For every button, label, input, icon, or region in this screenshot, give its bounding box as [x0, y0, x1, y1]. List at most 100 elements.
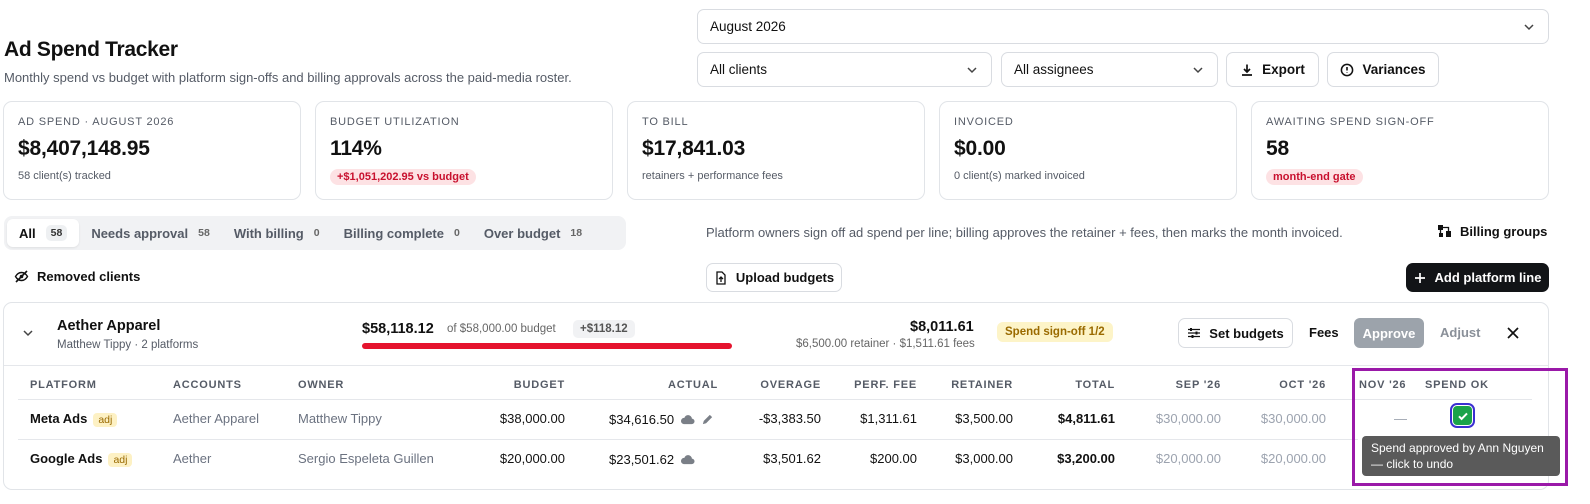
adjust-button[interactable]: Adjust: [1440, 325, 1481, 340]
sep-forecast-cell[interactable]: $20,000.00: [1155, 451, 1221, 466]
accounts-cell: Aether Apparel: [173, 411, 260, 426]
set-budgets-label: Set budgets: [1209, 325, 1284, 341]
budget-cell: $20,000.00: [499, 451, 565, 466]
eye-off-icon: [14, 270, 29, 283]
actual-value: $34,616.50: [609, 412, 675, 427]
client-budget-text: of $58,000.00 budget: [447, 323, 556, 335]
budget-cell: $38,000.00: [499, 411, 565, 426]
variances-button-label: Variances: [1362, 62, 1426, 77]
row-divider: [18, 439, 1358, 440]
download-icon: [1242, 64, 1253, 76]
removed-clients-button[interactable]: Removed clients: [14, 269, 140, 284]
client-filter-select[interactable]: All clients: [697, 52, 992, 87]
kpi-label: INVOICED: [954, 116, 1014, 128]
budget-progress-bar: [362, 343, 732, 349]
column-header: RETAINER: [951, 379, 1013, 391]
variances-button[interactable]: Variances: [1327, 52, 1439, 87]
kpi-label: AWAITING SPEND SIGN-OFF: [1266, 116, 1435, 128]
fees-button[interactable]: Fees: [1309, 325, 1339, 340]
page-title: Ad Spend Tracker: [4, 38, 178, 61]
adjusted-tag: adj: [93, 413, 118, 427]
kpi-sub: retainers + performance fees: [642, 170, 783, 182]
tab-label: Over budget: [483, 225, 561, 241]
tab-all[interactable]: All 58: [7, 219, 80, 247]
kpi-label: TO BILL: [642, 116, 689, 128]
page-subtitle: Monthly spend vs budget with platform si…: [4, 70, 572, 85]
kpi-card-invoiced: INVOICED $0.00 0 client(s) marked invoic…: [939, 101, 1237, 200]
tab-with-billing[interactable]: With billing 0: [222, 219, 332, 247]
table-row[interactable]: Meta Ads adj: [30, 411, 118, 427]
kpi-card-budget-utilization: BUDGET UTILIZATION 114% +$1,051,202.95 v…: [315, 101, 613, 200]
kpi-value: $0.00: [954, 137, 1006, 160]
removed-clients-label: Removed clients: [37, 269, 141, 284]
tab-count: 0: [313, 227, 320, 239]
actual-value: $23,501.62: [609, 452, 675, 467]
client-name[interactable]: Aether Apparel: [57, 318, 161, 334]
actual-cell: $23,501.62: [609, 452, 695, 467]
assignee-filter-value: All assignees: [1014, 62, 1094, 77]
kpi-card-ad-spend: AD SPEND · AUGUST 2026 $8,407,148.95 58 …: [3, 101, 301, 200]
add-platform-line-button[interactable]: Add platform line: [1406, 263, 1549, 292]
tab-count: 18: [570, 227, 583, 239]
client-to-bill: $8,011.61: [910, 319, 974, 335]
chevron-down-icon[interactable]: [22, 327, 34, 339]
client-filter-value: All clients: [710, 62, 768, 77]
check-icon: [1457, 412, 1468, 420]
month-select[interactable]: August 2026: [697, 9, 1549, 44]
column-header: ACCOUNTS: [173, 379, 242, 391]
approve-button[interactable]: Approve: [1354, 318, 1424, 348]
export-button[interactable]: Export: [1226, 52, 1319, 87]
over-budget-badge: +$1,051,202.95 vs budget: [330, 169, 476, 185]
kpi-label: BUDGET UTILIZATION: [330, 116, 460, 128]
retainer-cell: $3,500.00: [955, 411, 1013, 426]
close-icon[interactable]: [1506, 326, 1520, 340]
table-row[interactable]: Google Ads adj: [30, 451, 133, 467]
chevron-down-icon: [967, 66, 977, 73]
column-header: NOV '26: [1359, 379, 1407, 391]
tab-label: Needs approval: [91, 225, 189, 241]
kpi-sub: 58 client(s) tracked: [18, 170, 111, 182]
kpi-card-awaiting-signoff: AWAITING SPEND SIGN-OFF 58 month-end gat…: [1251, 101, 1549, 200]
tab-billing-complete[interactable]: Billing complete 0: [332, 219, 472, 247]
assignee-filter-select[interactable]: All assignees: [1001, 52, 1218, 87]
tab-label: With billing: [233, 225, 304, 241]
column-header: OVERAGE: [760, 379, 821, 391]
set-budgets-button[interactable]: Set budgets: [1178, 318, 1293, 348]
column-header: OWNER: [298, 379, 345, 391]
billing-groups-icon: [1438, 225, 1451, 237]
pencil-icon[interactable]: [701, 413, 714, 426]
kpi-label: AD SPEND · AUGUST 2026: [18, 116, 175, 128]
column-header: PERF. FEE: [854, 379, 917, 391]
sliders-icon: [1188, 328, 1201, 338]
focus-highlight: [1352, 368, 1568, 486]
total-cell: $3,200.00: [1057, 451, 1115, 466]
plus-icon: [1414, 272, 1425, 283]
oct-forecast-cell[interactable]: $30,000.00: [1260, 411, 1326, 426]
cloud-icon: [681, 415, 695, 425]
overage-cell: -$3,383.50: [758, 411, 821, 426]
kpi-card-to-bill: TO BILL $17,841.03 retainers + performan…: [627, 101, 925, 200]
nov-forecast-cell[interactable]: —: [1394, 411, 1407, 426]
spend-ok-checkbox[interactable]: [1450, 403, 1475, 428]
sep-forecast-cell[interactable]: $30,000.00: [1155, 411, 1221, 426]
upload-budgets-button[interactable]: Upload budgets: [706, 263, 842, 292]
alert-circle-icon: [1341, 63, 1354, 76]
workflow-note: Platform owners sign off ad spend per li…: [706, 225, 1343, 240]
tab-over-budget[interactable]: Over budget 18: [472, 219, 594, 247]
adjusted-tag: adj: [108, 453, 133, 467]
billing-groups-label: Billing groups: [1460, 224, 1548, 239]
column-header: OCT '26: [1279, 379, 1326, 391]
tab-count: 58: [198, 227, 210, 239]
perf-fee-cell: $1,311.61: [860, 411, 917, 426]
column-header: SEP '26: [1175, 379, 1221, 391]
kpi-value: $17,841.03: [642, 137, 746, 160]
tab-needs-approval[interactable]: Needs approval 58: [79, 219, 222, 247]
oct-forecast-cell[interactable]: $20,000.00: [1260, 451, 1326, 466]
column-header: PLATFORM: [30, 379, 97, 391]
billing-groups-button[interactable]: Billing groups: [1437, 224, 1547, 239]
platform-name: Meta Ads: [30, 411, 88, 426]
retainer-cell: $3,000.00: [955, 451, 1013, 466]
owner-cell: Sergio Espeleta Guillen: [298, 451, 434, 466]
column-header: SPEND OK: [1425, 379, 1489, 391]
table-header-divider: [18, 399, 1532, 400]
